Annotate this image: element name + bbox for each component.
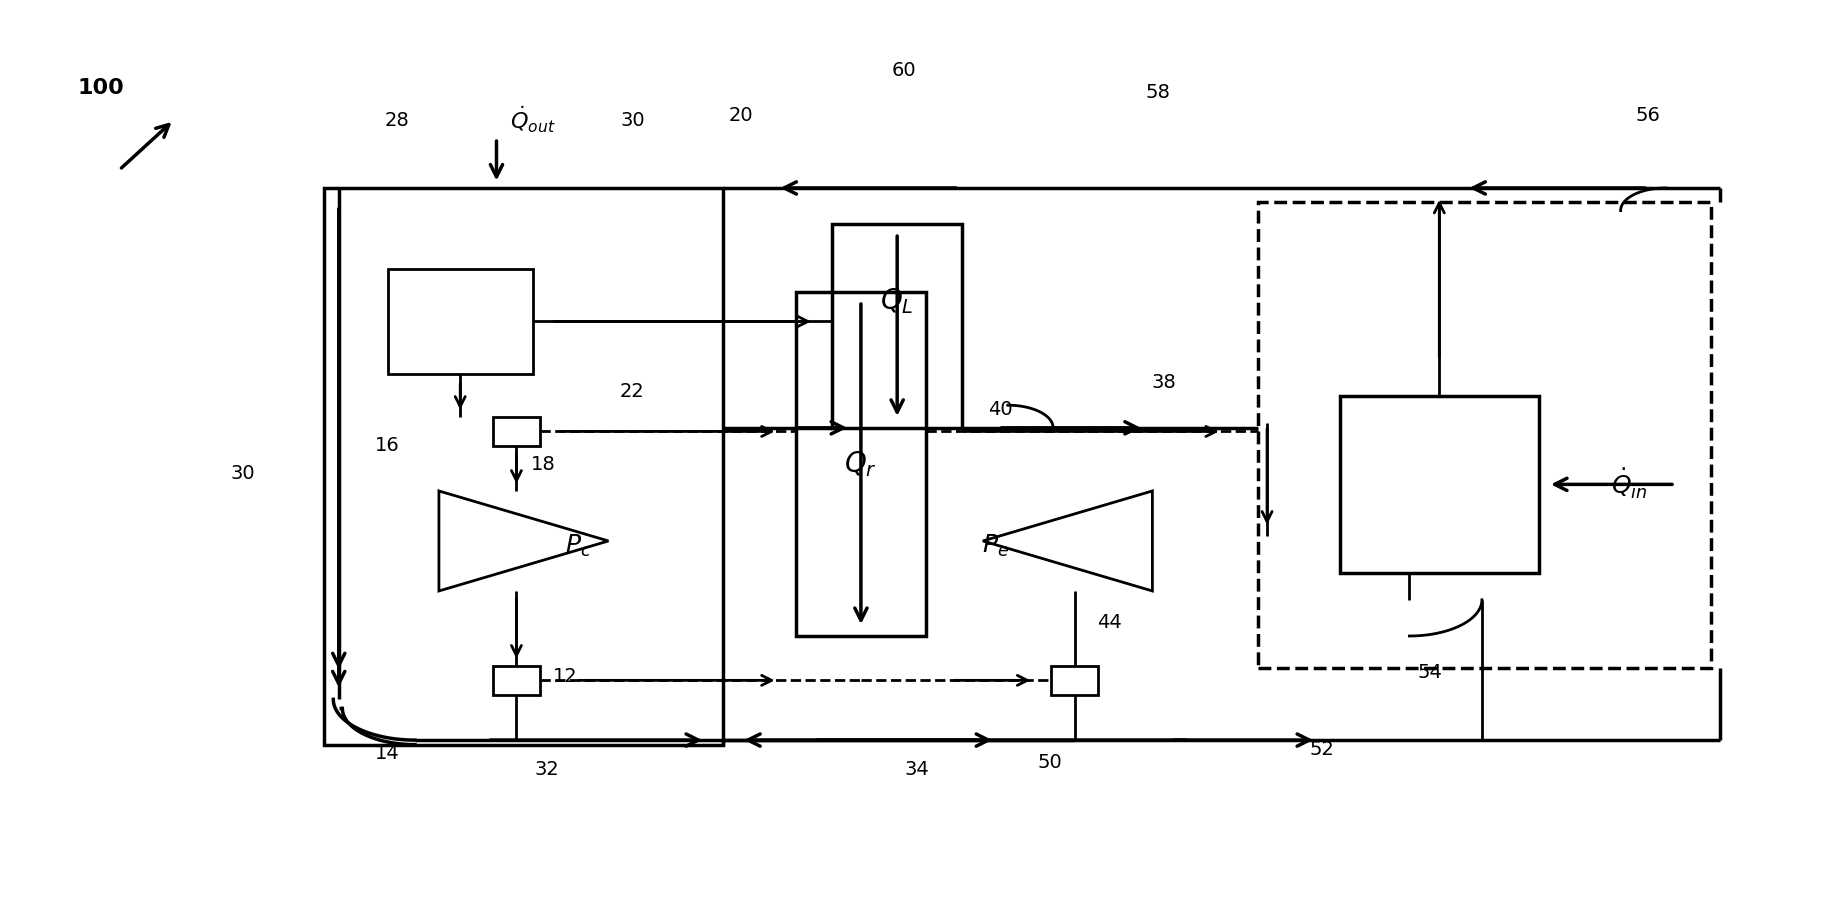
Text: 34: 34: [904, 759, 930, 778]
Text: 30: 30: [619, 110, 645, 130]
Text: 60: 60: [892, 61, 917, 80]
Text: 12: 12: [554, 667, 577, 686]
Text: 44: 44: [1096, 613, 1122, 632]
Text: 100: 100: [79, 78, 124, 98]
Text: 18: 18: [532, 455, 555, 473]
Bar: [831, 224, 963, 428]
Bar: [1259, 201, 1712, 668]
Text: 32: 32: [535, 759, 559, 778]
Text: 50: 50: [1038, 754, 1061, 772]
Text: 30: 30: [230, 463, 256, 482]
Text: 52: 52: [1308, 740, 1334, 759]
Text: $Q_r$: $Q_r$: [844, 449, 877, 479]
Text: $P_c$: $P_c$: [565, 532, 592, 559]
Text: 20: 20: [729, 106, 753, 125]
Text: 14: 14: [375, 744, 400, 763]
Bar: [493, 417, 541, 446]
Text: $Q_L$: $Q_L$: [881, 287, 914, 316]
Text: 40: 40: [988, 400, 1012, 419]
Bar: [1051, 666, 1098, 695]
Text: 22: 22: [619, 382, 645, 401]
Bar: [795, 292, 926, 636]
Text: 54: 54: [1418, 663, 1443, 682]
Bar: [493, 666, 541, 695]
Text: $\dot{Q}_{out}$: $\dot{Q}_{out}$: [510, 105, 555, 135]
Bar: [323, 188, 723, 744]
Text: 58: 58: [1146, 84, 1171, 102]
Bar: [1339, 396, 1538, 573]
Text: 28: 28: [384, 110, 409, 130]
Text: 56: 56: [1635, 106, 1661, 125]
Text: 16: 16: [375, 437, 400, 456]
Text: 38: 38: [1151, 373, 1177, 392]
Bar: [387, 269, 533, 373]
Text: $\dot{Q}_{in}$: $\dot{Q}_{in}$: [1611, 467, 1648, 502]
Text: $P_e$: $P_e$: [981, 532, 1009, 559]
